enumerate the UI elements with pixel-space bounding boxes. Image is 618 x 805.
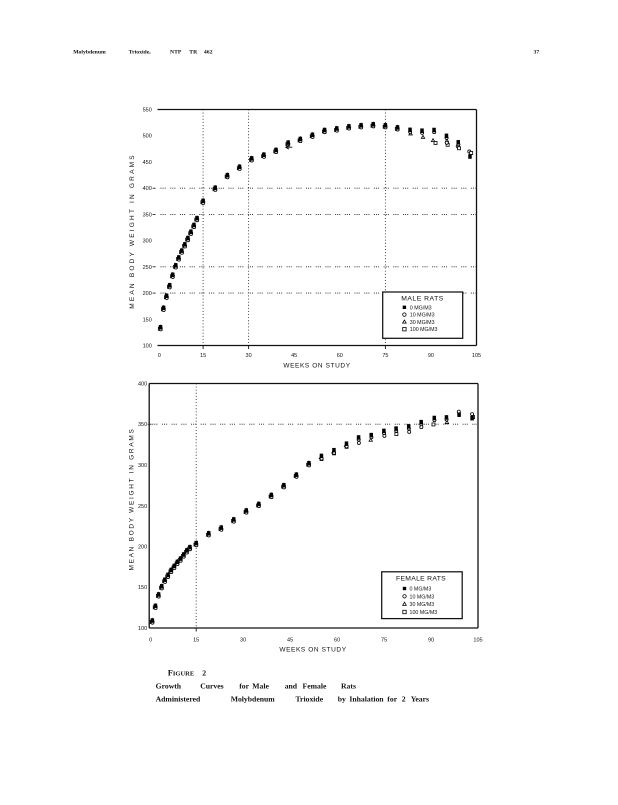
- svg-text:and: and: [285, 682, 298, 691]
- svg-text:Molybdenum: Molybdenum: [73, 50, 106, 56]
- svg-text:60: 60: [334, 638, 340, 644]
- svg-text:100 MG/M3: 100 MG/M3: [410, 327, 438, 333]
- svg-text:300: 300: [138, 463, 147, 469]
- svg-text:45: 45: [291, 353, 297, 359]
- svg-text:2: 2: [402, 695, 406, 704]
- svg-text:100 MG/M3: 100 MG/M3: [410, 610, 438, 616]
- svg-text:15: 15: [200, 353, 206, 359]
- svg-text:250: 250: [138, 504, 147, 510]
- svg-text:45: 45: [287, 638, 293, 644]
- svg-text:0 MG/M3: 0 MG/M3: [410, 305, 432, 311]
- svg-text:75: 75: [381, 638, 387, 644]
- svg-text:37: 37: [534, 50, 540, 56]
- svg-text:FEMALE RATS: FEMALE RATS: [396, 576, 446, 583]
- svg-text:Administered: Administered: [156, 695, 201, 704]
- svg-text:TR: TR: [189, 50, 198, 56]
- svg-text:for: for: [387, 695, 397, 704]
- svg-text:150: 150: [143, 317, 152, 323]
- svg-text:250: 250: [143, 265, 152, 271]
- svg-text:MALE RATS: MALE RATS: [401, 296, 444, 303]
- svg-text:MEAN BODY WEIGHT IN GRAMS: MEAN BODY WEIGHT IN GRAMS: [129, 427, 136, 570]
- svg-text:30 MG/M3: 30 MG/M3: [410, 602, 435, 608]
- svg-text:Molybdenum: Molybdenum: [231, 695, 276, 704]
- svg-text:105: 105: [473, 638, 482, 644]
- svg-text:30: 30: [240, 638, 246, 644]
- svg-text:300: 300: [143, 239, 152, 245]
- svg-text:Trioxide: Trioxide: [296, 695, 324, 704]
- svg-text:90: 90: [428, 353, 434, 359]
- svg-text:Female: Female: [303, 682, 327, 691]
- svg-text:0 MG/M3: 0 MG/M3: [410, 587, 432, 593]
- svg-text:0: 0: [158, 353, 161, 359]
- svg-text:105: 105: [472, 353, 481, 359]
- svg-text:60: 60: [337, 353, 343, 359]
- svg-text:90: 90: [428, 638, 434, 644]
- svg-text:75: 75: [382, 353, 388, 359]
- svg-text:150: 150: [138, 585, 147, 591]
- svg-text:Rats: Rats: [341, 682, 356, 691]
- svg-text:10 MG/M3: 10 MG/M3: [410, 313, 435, 319]
- svg-text:Years: Years: [411, 695, 429, 704]
- svg-text:100: 100: [138, 626, 147, 632]
- svg-text:for: for: [239, 682, 249, 691]
- svg-text:Male: Male: [252, 682, 269, 691]
- svg-text:30 MG/M3: 30 MG/M3: [410, 320, 435, 326]
- svg-text:500: 500: [143, 134, 152, 140]
- svg-text:550: 550: [143, 108, 152, 114]
- svg-text:FIGURE: FIGURE: [168, 668, 195, 678]
- svg-text:350: 350: [143, 212, 152, 218]
- svg-text:200: 200: [143, 291, 152, 297]
- svg-text:30: 30: [246, 353, 252, 359]
- svg-text:2: 2: [202, 669, 206, 678]
- svg-text:NTP: NTP: [170, 50, 182, 56]
- svg-text:Trioxide,: Trioxide,: [129, 50, 151, 56]
- svg-text:WEEKS ON STUDY: WEEKS ON STUDY: [283, 362, 350, 369]
- svg-text:400: 400: [138, 382, 147, 388]
- svg-text:450: 450: [143, 160, 152, 166]
- svg-text:200: 200: [138, 545, 147, 551]
- svg-text:MEAN BODY WEIGHT IN GRAMS: MEAN BODY WEIGHT IN GRAMS: [129, 153, 136, 309]
- svg-text:10 MG/M3: 10 MG/M3: [410, 594, 435, 600]
- svg-text:462: 462: [204, 50, 213, 56]
- svg-text:Growth: Growth: [156, 682, 182, 691]
- svg-text:0: 0: [149, 638, 152, 644]
- svg-text:by: by: [338, 695, 346, 704]
- svg-text:350: 350: [138, 422, 147, 428]
- svg-text:400: 400: [143, 186, 152, 192]
- svg-text:100: 100: [143, 344, 152, 350]
- svg-text:15: 15: [193, 638, 199, 644]
- svg-text:Inhalation: Inhalation: [349, 695, 384, 704]
- svg-text:WEEKS ON STUDY: WEEKS ON STUDY: [279, 647, 346, 654]
- svg-text:Curves: Curves: [200, 682, 224, 691]
